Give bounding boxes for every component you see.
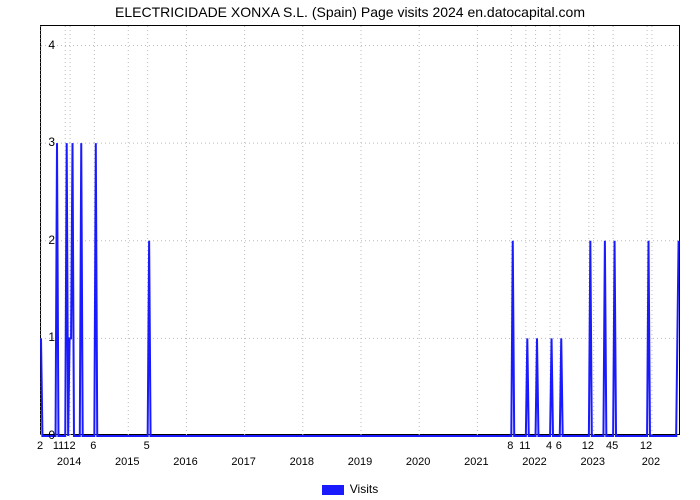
legend-swatch	[322, 485, 344, 495]
x-tick-year-label: 202	[642, 456, 660, 468]
chart-title: ELECTRICIDADE XONXA S.L. (Spain) Page vi…	[0, 4, 700, 20]
x-tick-month-label: 8	[507, 440, 513, 452]
x-tick-year-label: 2019	[348, 456, 372, 468]
legend: Visits	[0, 482, 700, 496]
plot-area	[40, 25, 680, 435]
legend-label: Visits	[350, 482, 378, 496]
x-tick-year-label: 2016	[173, 456, 197, 468]
y-tick-label: 1	[25, 330, 55, 344]
chart-container: ELECTRICIDADE XONXA S.L. (Spain) Page vi…	[0, 0, 700, 500]
x-tick-year-label: 2018	[290, 456, 314, 468]
x-tick-month-label: 6	[90, 440, 96, 452]
y-tick-label: 2	[25, 233, 55, 247]
x-tick-year-label: 2023	[580, 456, 604, 468]
x-tick-month-label: 45	[606, 440, 618, 452]
x-tick-month-label: 12	[640, 440, 652, 452]
x-tick-year-label: 2017	[231, 456, 255, 468]
x-tick-year-label: 2015	[115, 456, 139, 468]
x-tick-year-label: 2022	[522, 456, 546, 468]
x-tick-month-label: 12	[582, 440, 594, 452]
x-tick-month-label: 2	[37, 440, 43, 452]
x-tick-month-label: 1112	[53, 440, 76, 452]
x-tick-year-label: 2014	[57, 456, 81, 468]
series-line	[41, 26, 679, 434]
x-tick-year-label: 2021	[464, 456, 488, 468]
x-tick-month-label: 6	[556, 440, 562, 452]
x-tick-year-label: 2020	[406, 456, 430, 468]
y-tick-label: 3	[25, 135, 55, 149]
y-tick-label: 4	[25, 38, 55, 52]
x-tick-month-label: 11	[519, 440, 530, 452]
x-tick-month-label: 4	[546, 440, 552, 452]
x-tick-month-label: 5	[144, 440, 150, 452]
